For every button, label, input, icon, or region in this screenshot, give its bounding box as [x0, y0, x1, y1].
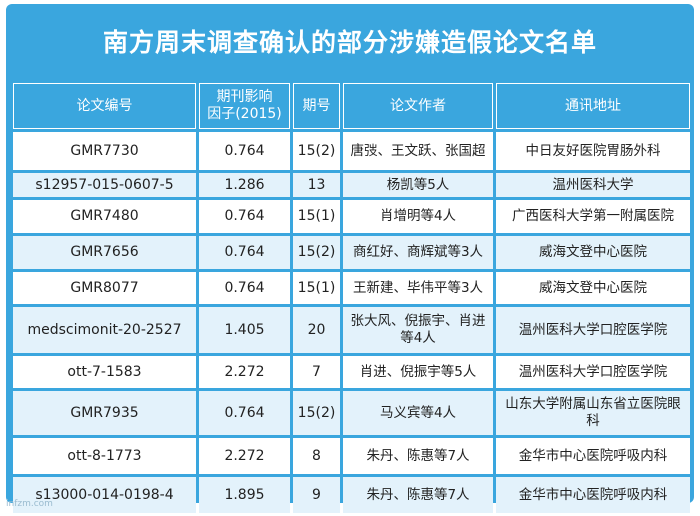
cell-paper-id: s12957-015-0607-5 — [13, 173, 196, 197]
table-body: GMR7730 0.764 15(2) 唐弢、王文跃、张国超 中日友好医院胃肠外科 s12… — [13, 132, 690, 513]
cell-paper-id: GMR7935 — [13, 391, 196, 435]
cell-paper-id: s13000-014-0198-4 — [13, 477, 196, 513]
cell-address: 中日友好医院胃肠外科 — [496, 132, 690, 170]
table-row: ott-7-1583 2.272 7 肖进、倪振宇等5人 温州医科大学口腔医学院 — [13, 356, 690, 388]
table-row: GMR7730 0.764 15(2) 唐弢、王文跃、张国超 中日友好医院胃肠外科 — [13, 132, 690, 170]
cell-paper-id: ott-8-1773 — [13, 438, 196, 474]
cell-authors: 肖增明等4人 — [343, 200, 493, 233]
cell-paper-id: GMR7480 — [13, 200, 196, 233]
table-row: medscimonit-20-2527 1.405 20 张大风、倪振宇、肖进等4人温… — [13, 307, 690, 353]
cell-authors: 杨凯等5人 — [343, 173, 493, 197]
watermark: infzm.com — [6, 499, 53, 509]
cell-authors: 商红好、商辉斌等3人 — [343, 236, 493, 269]
header-issue: 期号 — [293, 83, 340, 129]
cell-impact-factor: 1.286 — [199, 173, 290, 197]
cell-issue: 9 — [293, 477, 340, 513]
cell-authors: 王新建、毕伟平等3人 — [343, 272, 493, 304]
cell-impact-factor: 1.405 — [199, 307, 290, 353]
cell-address: 温州医科大学 — [496, 173, 690, 197]
cell-issue: 7 — [293, 356, 340, 388]
cell-impact-factor: 0.764 — [199, 236, 290, 269]
table-row: ott-8-1773 2.272 8 朱丹、陈惠等7人 金华市中心医院呼吸内科 — [13, 438, 690, 474]
cell-address: 威海文登中心医院 — [496, 236, 690, 269]
cell-address: 金华市中心医院呼吸内科 — [496, 438, 690, 474]
page-title: 南方周末调查确认的部分涉嫌造假论文名单 — [102, 27, 597, 57]
cell-paper-id: GMR7656 — [13, 236, 196, 269]
cell-issue: 13 — [293, 173, 340, 197]
cell-impact-factor: 0.764 — [199, 272, 290, 304]
table-row: s13000-014-0198-4 1.895 9 朱丹、陈惠等7人 金华市中心医院呼吸… — [13, 477, 690, 513]
cell-issue: 15(2) — [293, 236, 340, 269]
cell-issue: 15(2) — [293, 391, 340, 435]
cell-issue: 20 — [293, 307, 340, 353]
cell-address: 威海文登中心医院 — [496, 272, 690, 304]
table-row: s12957-015-0607-5 1.286 13 杨凯等5人 温州医科大学 — [13, 173, 690, 197]
cell-address: 山东大学附属山东省立医院眼科 — [496, 391, 690, 435]
header-row: 论文编号 期刊影响 因子(2015) 期号 论文作者 通讯地址 — [13, 83, 690, 129]
cell-authors: 肖进、倪振宇等5人 — [343, 356, 493, 388]
cell-paper-id: GMR7730 — [13, 132, 196, 170]
cell-impact-factor: 0.764 — [199, 200, 290, 233]
header-authors: 论文作者 — [343, 83, 493, 129]
header-impact-factor: 期刊影响 因子(2015) — [199, 83, 290, 129]
cell-authors: 张大风、倪振宇、肖进等4人 — [343, 307, 493, 353]
cell-issue: 15(1) — [293, 272, 340, 304]
paper-table: 论文编号 期刊影响 因子(2015) 期号 论文作者 通讯地址 GMR7730 0… — [10, 80, 693, 516]
cell-authors: 朱丹、陈惠等7人 — [343, 477, 493, 513]
table-row: GMR7480 0.764 15(1) 肖增明等4人 广西医科大学第一附属医院 — [13, 200, 690, 233]
cell-issue: 15(2) — [293, 132, 340, 170]
cell-paper-id: GMR8077 — [13, 272, 196, 304]
cell-authors: 唐弢、王文跃、张国超 — [343, 132, 493, 170]
cell-issue: 8 — [293, 438, 340, 474]
cell-impact-factor: 2.272 — [199, 438, 290, 474]
cell-address: 温州医科大学口腔医学院 — [496, 307, 690, 353]
table-row: GMR8077 0.764 15(1) 王新建、毕伟平等3人 威海文登中心医院 — [13, 272, 690, 304]
cell-address: 广西医科大学第一附属医院 — [496, 200, 690, 233]
cell-impact-factor: 0.764 — [199, 391, 290, 435]
cell-paper-id: medscimonit-20-2527 — [13, 307, 196, 353]
table-row: GMR7935 0.764 15(2) 马义宾等4人 山东大学附属山东省立医院眼科 — [13, 391, 690, 435]
header-paper-id: 论文编号 — [13, 83, 196, 129]
cell-address: 温州医科大学口腔医学院 — [496, 356, 690, 388]
header-impact-line1: 期刊影响 — [216, 89, 273, 105]
cell-authors: 朱丹、陈惠等7人 — [343, 438, 493, 474]
cell-issue: 15(1) — [293, 200, 340, 233]
cell-authors: 马义宾等4人 — [343, 391, 493, 435]
header-impact-line2: 因子(2015) — [207, 106, 282, 122]
cell-impact-factor: 1.895 — [199, 477, 290, 513]
header-address: 通讯地址 — [496, 83, 690, 129]
cell-impact-factor: 2.272 — [199, 356, 290, 388]
cell-impact-factor: 0.764 — [199, 132, 290, 170]
table-row: GMR7656 0.764 15(2) 商红好、商辉斌等3人 威海文登中心医院 — [13, 236, 690, 269]
cell-address: 金华市中心医院呼吸内科 — [496, 477, 690, 513]
cell-paper-id: ott-7-1583 — [13, 356, 196, 388]
